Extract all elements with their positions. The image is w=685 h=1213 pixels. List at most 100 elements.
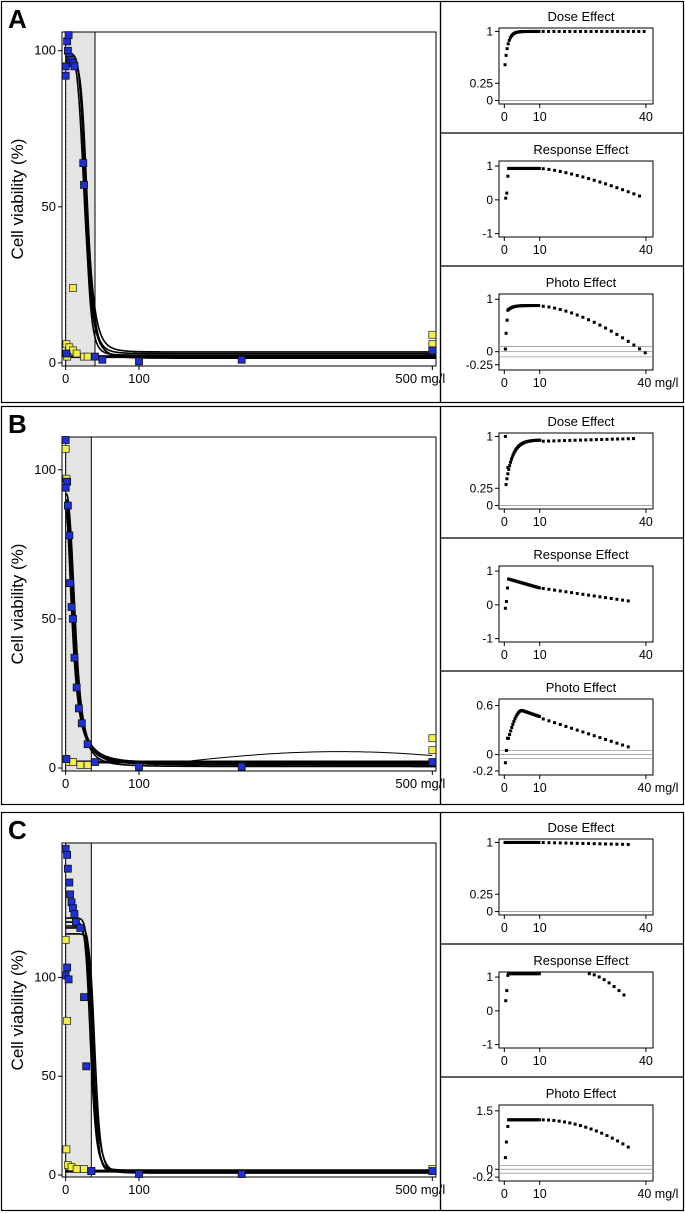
- outlier-curve: [153, 751, 433, 766]
- inset-point: [615, 332, 619, 336]
- x-tick-label: 100: [128, 776, 150, 791]
- data-point-blue: [79, 159, 88, 168]
- inset-point: [609, 596, 613, 600]
- inset-point: [510, 726, 514, 730]
- y-tick-label: 100: [34, 43, 56, 58]
- inset-point: [609, 842, 613, 846]
- inset-point: [573, 438, 577, 442]
- inset-title: Photo Effect: [546, 680, 617, 695]
- inset-title: Dose Effect: [548, 414, 615, 429]
- inset-point: [541, 29, 545, 33]
- inset-point: [581, 592, 585, 596]
- inset-y-tick-label: 1: [486, 429, 493, 443]
- inset-point: [570, 311, 574, 315]
- inset-point: [558, 307, 562, 311]
- data-point-blue: [63, 963, 72, 972]
- inset-point: [589, 29, 593, 33]
- inset-point: [570, 172, 574, 176]
- inset-x-tick-label: 0: [501, 1054, 508, 1068]
- inset-point: [604, 842, 608, 846]
- inset-point: [638, 194, 642, 198]
- inset-point: [547, 841, 551, 845]
- data-point-blue: [61, 71, 70, 80]
- data-point-blue: [237, 762, 246, 771]
- data-point-blue: [83, 740, 92, 749]
- inset-point: [562, 439, 566, 443]
- inset-point: [594, 29, 598, 33]
- inset-x-tick-label: 10: [533, 376, 547, 390]
- inset-title: Dose Effect: [548, 9, 615, 24]
- data-point-blue: [62, 349, 71, 358]
- inset-y-tick-label: 0: [486, 345, 493, 359]
- data-point-blue: [67, 603, 76, 611]
- data-point-blue: [61, 436, 70, 444]
- inset-x-tick-label: 0: [501, 648, 508, 662]
- inset-point: [570, 591, 574, 595]
- inset-point: [621, 842, 625, 846]
- inset-point: [600, 29, 604, 33]
- data-point-blue: [70, 653, 79, 662]
- data-point-blue: [61, 483, 70, 492]
- main-chart: 0 100 500 mg/l 0 50 100 Cell viability (%): [8, 842, 445, 1197]
- inset-point: [575, 591, 579, 595]
- inset-point: [504, 1140, 508, 1144]
- inset-point: [541, 841, 545, 845]
- inset-title: Response Effect: [533, 547, 629, 562]
- inset-point: [602, 978, 606, 982]
- inset-point: [632, 29, 636, 33]
- inset-plot-area: [498, 838, 654, 916]
- data-point-yellow: [61, 445, 70, 453]
- data-point-yellow: [63, 1016, 72, 1025]
- inset-point: [621, 1142, 625, 1146]
- data-point-blue: [63, 850, 72, 859]
- inset-point: [616, 1139, 620, 1143]
- inset-column-frame: [439, 0, 685, 404]
- inset-point: [547, 439, 551, 443]
- data-point-yellow: [428, 330, 437, 339]
- data-point-blue: [80, 181, 88, 189]
- inset-x-tick-label: 40: [639, 921, 653, 935]
- inset-point: [512, 719, 516, 723]
- inset-point: [557, 439, 561, 443]
- inset-y-tick-label: 0: [486, 94, 493, 108]
- inset-x-tick-label: 0: [501, 376, 508, 390]
- data-point-blue: [87, 1167, 96, 1175]
- inset-point: [541, 167, 545, 171]
- inset-point: [547, 29, 551, 33]
- inset-y-tick-label: 0: [486, 905, 493, 919]
- inset-point: [632, 343, 636, 347]
- inset-plot-area: [498, 27, 654, 105]
- inset-point: [584, 438, 588, 442]
- inset-point: [605, 29, 609, 33]
- inset-point: [605, 437, 609, 441]
- inset-title: Response Effect: [533, 142, 629, 157]
- inset-x-tick-label: 40: [639, 515, 653, 529]
- inset-point: [537, 166, 541, 170]
- data-point-blue: [70, 910, 79, 919]
- y-tick-label: 0: [49, 1167, 56, 1182]
- inset-y-tick-label: 1.5: [476, 1104, 493, 1118]
- inset-y-tick-label: 0: [486, 598, 493, 612]
- inset-point: [553, 588, 557, 592]
- inset-point: [552, 29, 556, 33]
- inset-plot-area: [498, 160, 654, 238]
- data-point-blue: [82, 1062, 91, 1071]
- inset-point: [587, 593, 591, 597]
- data-point-blue: [72, 683, 81, 692]
- inset-point: [626, 842, 630, 846]
- y-tick-label: 100: [34, 969, 56, 984]
- data-point-blue: [237, 355, 246, 364]
- inset-point: [506, 973, 510, 977]
- inset-point: [568, 1121, 572, 1125]
- inset-point: [503, 1156, 507, 1160]
- inset-point: [503, 606, 507, 610]
- inset-point: [626, 190, 630, 194]
- inset-point: [515, 713, 519, 717]
